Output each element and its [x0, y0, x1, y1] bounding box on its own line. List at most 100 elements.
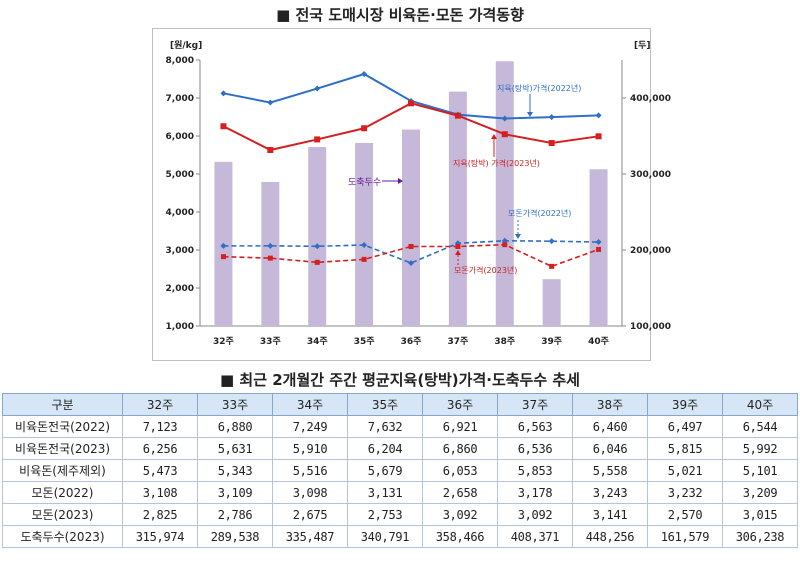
table-cell: 5,992: [722, 437, 798, 460]
table-cell: 335,487: [272, 525, 348, 548]
price-chart: 1,000 2,000 3,000 4,000 5,000 6,000 7,000 8,000…: [166, 39, 671, 347]
table-title: ■ 최근 2개월간 주간 평균지육(탕박)가격·도축두수 추세: [220, 371, 580, 389]
series-line: [223, 72, 599, 120]
table-cell: 3,092: [422, 503, 498, 526]
annotation-arrowhead: [455, 250, 461, 255]
table-cell: 5,473: [122, 459, 198, 482]
table-cell: 6,497: [647, 415, 723, 438]
table-row: 비육돈(제주제외) 5,473 5,343 5,516 5,679 6,053 5,853 5…: [2, 459, 798, 482]
header-cell: 39주: [647, 393, 723, 416]
header-cell: 32주: [122, 393, 198, 416]
annotation-label: 지육(탕박) 가격(2023년): [453, 158, 540, 168]
annotation-label: 지육(탕박)가격(2022년): [497, 83, 581, 93]
series-point: [595, 239, 602, 246]
table-cell: 3,015: [722, 503, 798, 526]
table-cell: 5,631: [197, 437, 273, 460]
series-point: [548, 114, 555, 121]
y-left-tick-label: 5,000: [166, 170, 194, 180]
table-cell: 6,880: [197, 415, 273, 438]
table-row: 모돈(2022) 3,108 3,109 3,098 3,131 2,658 3,178 3,…: [2, 481, 798, 504]
table-cell: 2,786: [197, 503, 273, 526]
table-cell: 306,238: [722, 525, 798, 548]
table-cell: 315,974: [122, 525, 198, 548]
table-cell: 3,092: [497, 503, 573, 526]
table-cell: 2,675: [272, 503, 348, 526]
annotation-label: 모돈가격(2023년): [454, 265, 517, 275]
price-table: 구분 32주 33주 34주 35주 36주 37주 38주 39주 40주 비…: [2, 393, 798, 548]
header-cell: 40주: [722, 393, 798, 416]
table-cell: 358,466: [422, 525, 498, 548]
y-left-tick-label: 6,000: [166, 132, 194, 142]
table-cell: 6,256: [122, 437, 198, 460]
annotation-arrowhead: [491, 134, 497, 139]
table-cell: 2,570: [647, 503, 723, 526]
table-cell: 7,123: [122, 415, 198, 438]
table-cell: 6,860: [422, 437, 498, 460]
table-cell: 3,232: [647, 481, 723, 504]
series-point: [314, 136, 321, 143]
table-cell: 6,460: [572, 415, 648, 438]
series-point: [549, 263, 555, 269]
series-point: [220, 254, 226, 260]
series-point: [267, 147, 274, 154]
header-cell: 구분: [2, 393, 123, 416]
table-cell: 448,256: [572, 525, 648, 548]
series-point: [596, 246, 602, 252]
x-tick-label: 36주: [401, 336, 422, 347]
table-cell: 289,538: [197, 525, 273, 548]
row-label: 비육돈전국(2022): [2, 415, 123, 438]
y-right-label: [두]: [634, 40, 651, 51]
x-tick-label: 32주: [213, 336, 234, 347]
table-header-row: 구분 32주 33주 34주 35주 36주 37주 38주 39주 40주: [2, 393, 798, 416]
table-cell: 3,141: [572, 503, 648, 526]
table-cell: 3,178: [497, 481, 573, 504]
series-point: [361, 256, 367, 262]
table-cell: 5,853: [497, 459, 573, 482]
table-cell: 6,544: [722, 415, 798, 438]
series-point: [361, 242, 368, 249]
header-cell: 34주: [272, 393, 348, 416]
x-tick-label: 37주: [447, 336, 468, 347]
series-point: [501, 131, 508, 138]
bar-slaughter: [261, 181, 280, 326]
table-cell: 3,108: [122, 481, 198, 504]
series-point: [361, 125, 368, 132]
table-row: 도축두수(2023) 315,974 289,538 335,487 340,791 35…: [2, 525, 798, 548]
row-label: 비육돈전국(2023): [2, 437, 123, 460]
header-cell: 38주: [572, 393, 648, 416]
series-point: [408, 100, 414, 107]
table-cell: 6,921: [422, 415, 498, 438]
table-cell: 5,516: [272, 459, 348, 482]
table-cell: 5,815: [647, 437, 723, 460]
table-cell: 3,098: [272, 481, 348, 504]
y-left-tick-label: 7,000: [166, 94, 194, 104]
table-cell: 2,825: [122, 503, 198, 526]
annotation-arrowhead: [515, 234, 521, 239]
table-cell: 5,679: [347, 459, 423, 482]
series-point: [501, 115, 508, 122]
series-point: [220, 242, 227, 249]
table-cell: 3,209: [722, 481, 798, 504]
series-point: [267, 255, 273, 261]
series-point: [314, 259, 320, 265]
y-left-tick-label: 8,000: [166, 56, 194, 66]
x-tick-label: 38주: [494, 336, 515, 347]
header-cell: 35주: [347, 393, 423, 416]
table-cell: 6,053: [422, 459, 498, 482]
series-point: [361, 70, 368, 77]
table-row: 비육돈전국(2022) 7,123 6,880 7,249 7,632 6,921 6,56…: [2, 415, 798, 438]
series-point: [314, 85, 321, 92]
y-left-tick-label: 1,000: [166, 322, 194, 332]
annotation-arrowhead: [527, 112, 533, 117]
x-tick-label: 40주: [588, 336, 609, 347]
table-cell: 5,021: [647, 459, 723, 482]
table-cell: 3,109: [197, 481, 273, 504]
x-tick-label: 39주: [541, 336, 562, 347]
table-cell: 3,243: [572, 481, 648, 504]
y-left-tick-label: 3,000: [166, 246, 194, 256]
bar-slaughter: [448, 91, 467, 327]
table-cell: 408,371: [497, 525, 573, 548]
x-tick-label: 33주: [260, 336, 281, 347]
series-point: [595, 112, 602, 119]
header-cell: 36주: [422, 393, 498, 416]
